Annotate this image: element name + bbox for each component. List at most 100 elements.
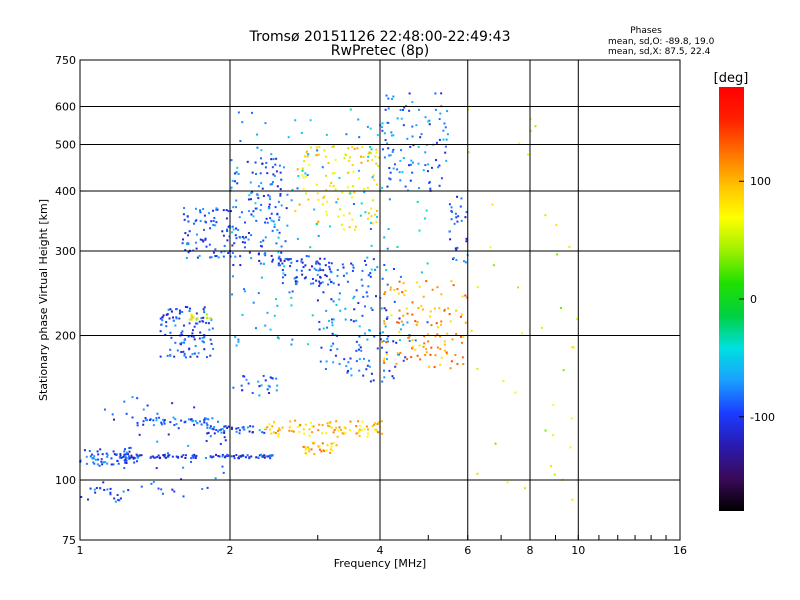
data-point (241, 313, 244, 316)
data-point (301, 261, 304, 264)
data-point (258, 429, 261, 432)
data-point (85, 455, 88, 458)
data-point (258, 454, 261, 457)
data-point (572, 346, 575, 349)
data-point (443, 122, 446, 125)
data-point (273, 420, 276, 423)
data-point (235, 344, 238, 347)
data-point (357, 118, 360, 121)
data-point (417, 145, 420, 148)
data-point (283, 265, 286, 268)
data-point (97, 453, 100, 456)
y-tick-label: 600 (55, 101, 76, 114)
data-point (258, 394, 261, 397)
data-point (385, 351, 388, 354)
data-point (313, 452, 316, 455)
data-point (353, 147, 356, 150)
data-point (234, 172, 237, 175)
data-point (416, 200, 419, 203)
data-point (156, 455, 159, 458)
data-point (125, 462, 128, 465)
data-point (264, 221, 267, 224)
y-tick-label: 500 (55, 139, 76, 152)
data-point (381, 148, 384, 151)
data-point (215, 254, 218, 257)
data-point (188, 318, 191, 321)
data-point (349, 108, 352, 111)
data-point (340, 223, 343, 226)
data-point (123, 466, 126, 469)
data-point (116, 460, 119, 463)
data-point (362, 374, 365, 377)
data-point (462, 335, 465, 338)
data-point (414, 320, 417, 323)
data-point (318, 263, 321, 266)
data-point (362, 156, 365, 159)
data-point (506, 481, 509, 484)
data-point (426, 170, 429, 173)
data-point (363, 357, 366, 360)
data-point (394, 365, 397, 368)
data-point (222, 234, 225, 237)
data-point (278, 428, 281, 431)
data-point (445, 351, 448, 354)
data-point (195, 322, 198, 325)
data-point (373, 335, 376, 338)
data-point (400, 320, 403, 323)
data-point (151, 455, 154, 458)
data-point (265, 161, 268, 164)
data-point (425, 351, 428, 354)
data-point (357, 420, 360, 423)
data-point (442, 129, 445, 132)
data-point (332, 441, 335, 444)
data-point (296, 280, 299, 283)
data-point (235, 430, 238, 433)
data-point (257, 380, 260, 383)
data-point (209, 256, 212, 259)
data-point (332, 300, 335, 303)
data-point (344, 307, 347, 310)
data-point (383, 132, 386, 135)
data-point (375, 428, 378, 431)
data-point (282, 166, 285, 169)
x-tick-label: 2 (227, 544, 234, 557)
data-point (160, 423, 163, 426)
data-point (280, 245, 283, 248)
data-point (322, 196, 325, 199)
data-point (433, 307, 436, 310)
data-point (353, 308, 356, 311)
data-point (160, 488, 163, 491)
data-point (181, 334, 184, 337)
data-point (423, 342, 426, 345)
data-point (434, 335, 437, 338)
data-point (330, 262, 333, 265)
data-point (363, 332, 366, 335)
data-point (476, 286, 479, 289)
data-point (451, 338, 454, 341)
data-point (246, 160, 249, 163)
data-point (110, 457, 113, 460)
colorbar-ticks: 100 0 -100 (739, 175, 775, 424)
data-point (329, 451, 332, 454)
data-point (266, 221, 269, 224)
data-point (264, 254, 267, 257)
data-point (334, 188, 337, 191)
data-point (165, 321, 168, 324)
data-point (373, 422, 376, 425)
data-point (351, 196, 354, 199)
data-point (188, 348, 191, 351)
data-point (502, 380, 505, 383)
data-point (265, 217, 268, 220)
data-point (270, 212, 273, 215)
data-point (192, 335, 195, 338)
data-point (174, 308, 177, 311)
data-point (213, 425, 216, 428)
data-point (316, 299, 319, 302)
data-point (366, 256, 369, 259)
data-point (448, 313, 451, 316)
data-point (392, 340, 395, 343)
data-point (364, 211, 367, 214)
data-point (334, 158, 337, 161)
data-point (344, 154, 347, 157)
data-point (255, 219, 258, 222)
